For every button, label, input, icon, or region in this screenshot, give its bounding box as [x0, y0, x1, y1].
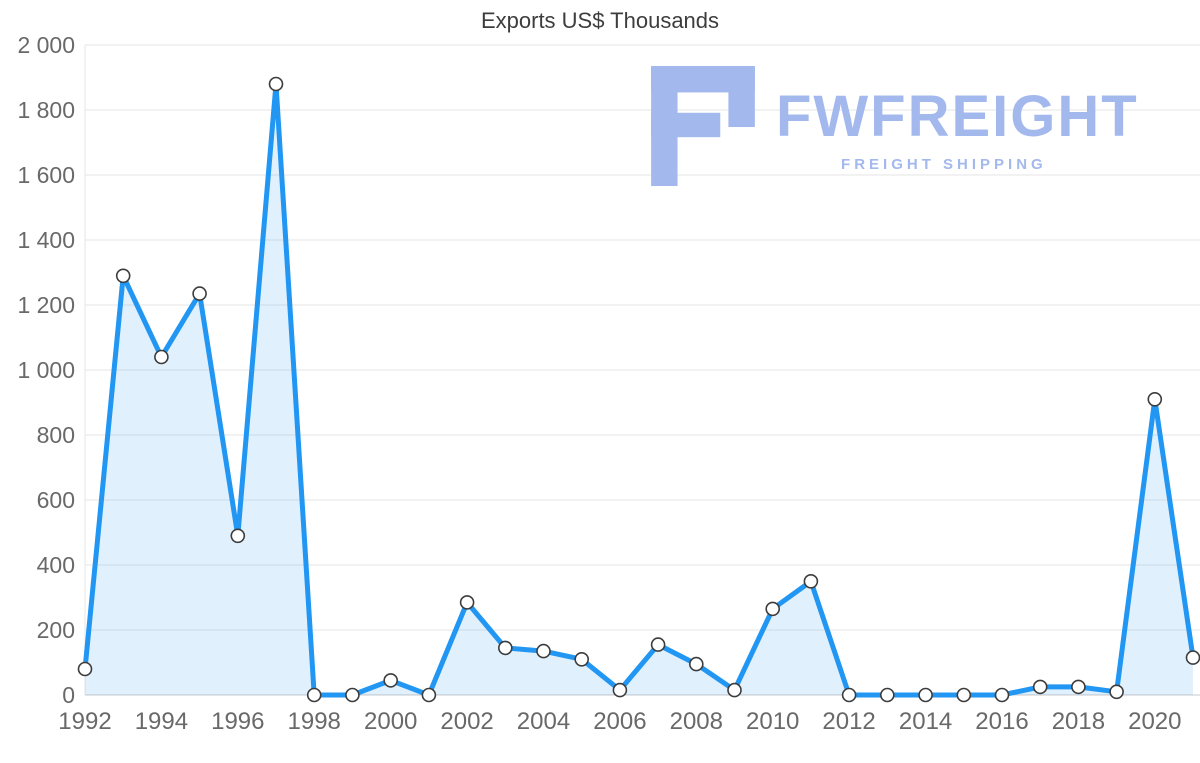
data-point-marker[interactable]: [345, 687, 360, 703]
watermark-text: FWFREIGHT FREIGHT SHIPPING: [776, 84, 1139, 174]
data-point-marker[interactable]: [1147, 391, 1163, 407]
x-axis-label: 2004: [517, 708, 570, 735]
data-point-marker[interactable]: [306, 687, 322, 703]
y-axis-label: 200: [37, 617, 75, 643]
y-axis-label: 1 400: [17, 227, 75, 253]
data-point-marker[interactable]: [459, 595, 475, 610]
data-point-marker[interactable]: [803, 573, 819, 589]
y-axis-label: 0: [62, 682, 75, 708]
data-point-marker[interactable]: [879, 687, 895, 703]
data-point-marker[interactable]: [154, 349, 169, 365]
x-axis-label: 2006: [593, 708, 646, 735]
y-axis-label: 1 800: [17, 97, 75, 123]
y-axis-label: 2 000: [17, 32, 75, 58]
fwfreight-logo-icon: [651, 66, 755, 186]
y-axis-label: 400: [37, 552, 75, 578]
x-axis-label: 2000: [364, 708, 417, 735]
data-point-marker[interactable]: [230, 528, 246, 544]
y-axis-label: 1 600: [17, 162, 75, 188]
data-point-marker[interactable]: [192, 286, 207, 301]
x-axis-label: 1998: [288, 708, 341, 735]
x-axis-label: 2002: [440, 708, 493, 735]
data-point-marker[interactable]: [497, 640, 513, 656]
data-point-marker[interactable]: [421, 687, 437, 703]
y-axis-label: 800: [37, 422, 75, 448]
x-axis-label: 1996: [211, 708, 264, 735]
y-axis-label: 600: [37, 487, 75, 513]
data-point-marker[interactable]: [841, 687, 857, 703]
data-point-marker[interactable]: [77, 661, 93, 677]
data-point-marker[interactable]: [383, 673, 399, 688]
data-point-marker[interactable]: [956, 687, 972, 703]
data-point-marker[interactable]: [994, 687, 1010, 703]
data-point-marker[interactable]: [612, 682, 628, 698]
x-axis-label: 2018: [1052, 708, 1105, 735]
data-point-marker[interactable]: [765, 601, 781, 617]
data-point-marker[interactable]: [536, 643, 551, 659]
x-axis-label: 2012: [822, 708, 875, 735]
data-point-marker[interactable]: [115, 268, 131, 284]
data-point-marker[interactable]: [1071, 679, 1086, 695]
x-axis-label: 2016: [975, 708, 1028, 735]
x-axis-label: 2014: [899, 708, 952, 735]
data-point-marker[interactable]: [918, 687, 933, 703]
x-axis-label: 1992: [58, 708, 111, 735]
data-point-marker[interactable]: [1032, 679, 1048, 695]
chart-title: Exports US$ Thousands: [480, 8, 720, 33]
x-axis-label: 2008: [670, 708, 723, 735]
data-point-marker[interactable]: [688, 656, 704, 672]
y-axis-label: 1 200: [17, 292, 75, 318]
data-point-marker[interactable]: [1109, 684, 1124, 700]
data-point-marker[interactable]: [1185, 650, 1200, 665]
data-point-marker[interactable]: [268, 76, 284, 92]
x-axis-label: 1994: [135, 708, 188, 735]
data-point-marker[interactable]: [727, 682, 742, 698]
data-point-marker[interactable]: [574, 651, 590, 667]
y-axis-label: 1 000: [17, 357, 75, 383]
logo-middle-arm: [651, 112, 721, 138]
x-axis-label: 2010: [746, 708, 799, 735]
data-point-marker[interactable]: [650, 637, 666, 652]
logo-right-bar: [728, 66, 755, 128]
x-axis-label: 2020: [1128, 708, 1181, 735]
watermark-brand: FWFREIGHT: [776, 84, 1139, 149]
watermark-tagline: FREIGHT SHIPPING: [841, 156, 1047, 173]
watermark: FWFREIGHT FREIGHT SHIPPING: [648, 66, 1139, 186]
area-fill: [85, 84, 1193, 695]
